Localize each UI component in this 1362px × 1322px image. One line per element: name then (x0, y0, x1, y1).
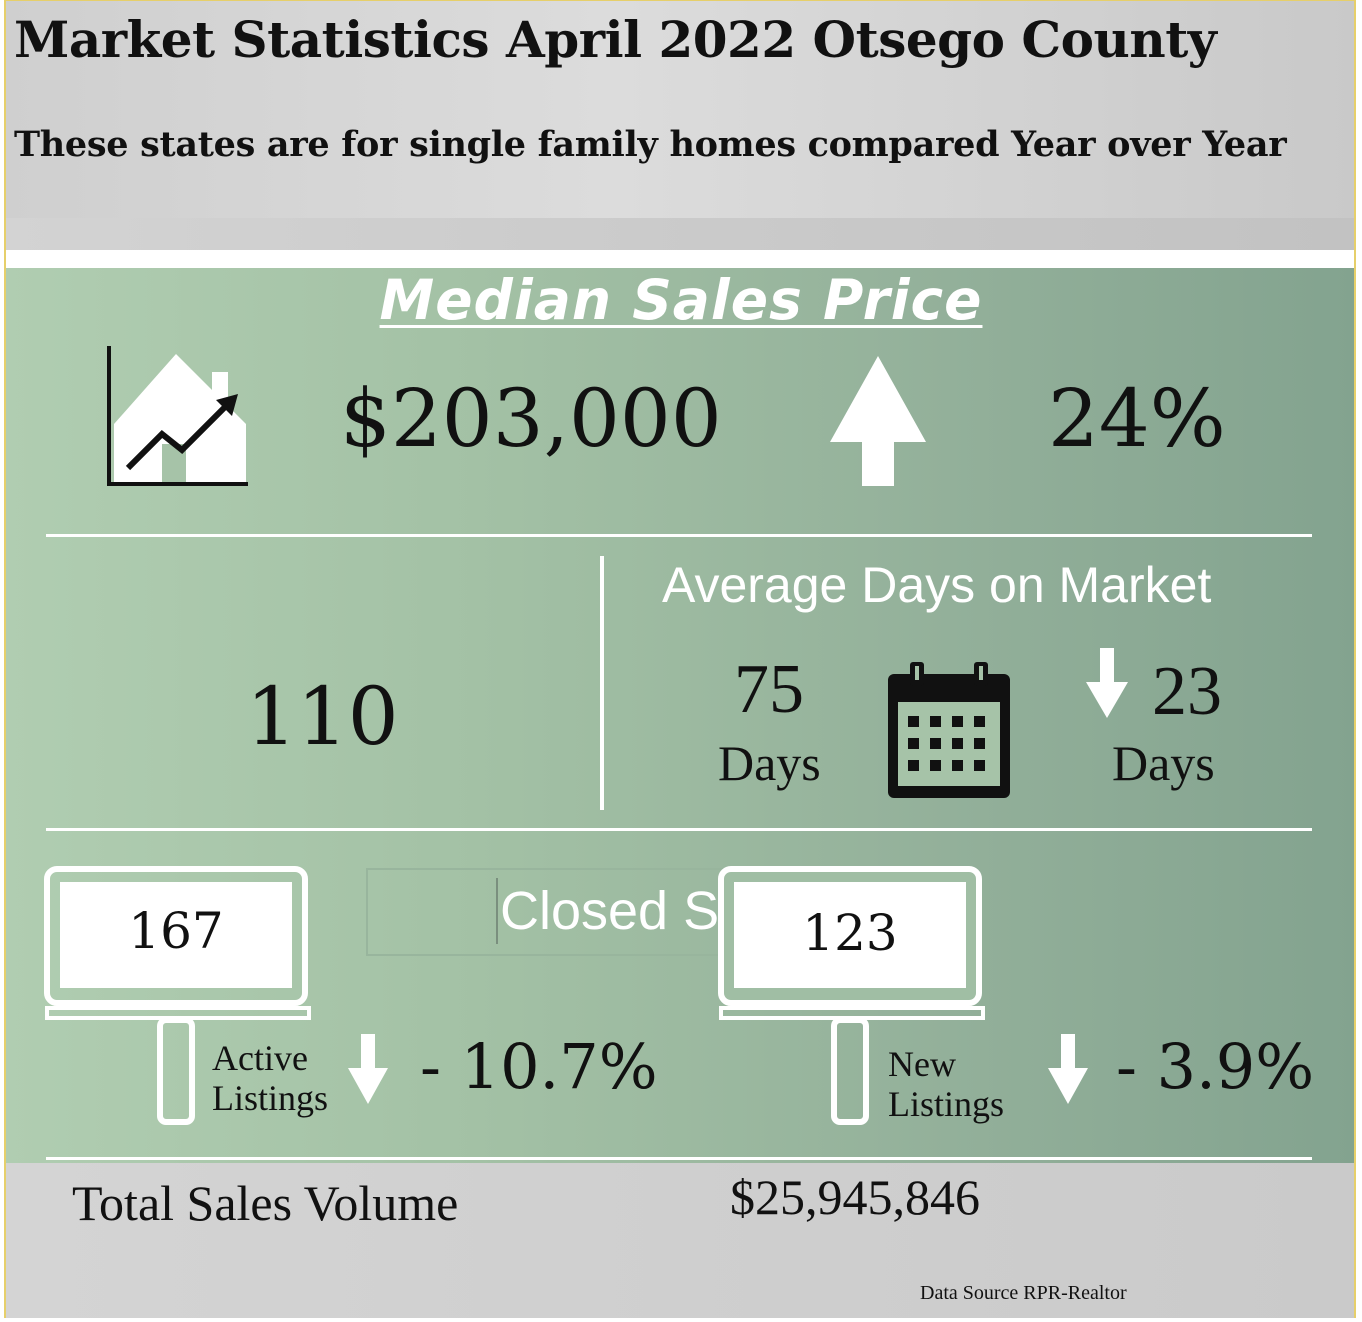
arrow-down-icon (1086, 648, 1128, 718)
house-growth-chart-icon (107, 346, 248, 486)
new-listings-label-line1: New (888, 1044, 956, 1084)
page-frame (4, 0, 1356, 1318)
days-change-value: 23 (1152, 653, 1222, 730)
closed-sales-label: Closed Sal (500, 881, 736, 941)
closed-sales-value: 110 (246, 670, 399, 763)
sign-post-icon (44, 866, 311, 1125)
days-change-unit: Days (1112, 735, 1215, 791)
new-listings-change: - 3.9% (1116, 1030, 1315, 1103)
new-listings-label: New Listings (888, 1044, 1004, 1124)
days-on-market-title: Average Days on Market (662, 557, 1212, 613)
median-section-title: Median Sales Price (379, 268, 983, 332)
data-source: Data Source RPR-Realtor (920, 1282, 1127, 1304)
active-listings-value: 167 (128, 902, 224, 960)
median-price: $203,000 (340, 372, 722, 465)
footer-panel (6, 1163, 1354, 1318)
divider-3 (46, 1157, 1312, 1160)
header-panel (6, 0, 1354, 250)
total-sales-volume-value: $25,945,846 (730, 1169, 980, 1225)
header-bar (6, 218, 1354, 250)
page-title: Market Statistics April 2022 Otsego Coun… (14, 10, 1217, 69)
active-listings-label-line1: Active (212, 1038, 308, 1078)
median-section-title-wrap: Median Sales Price (0, 268, 1362, 332)
calendar-icon (888, 662, 1010, 798)
days-on-market-value: 75 (734, 651, 804, 728)
page-subtitle: These states are for single family homes… (14, 124, 1287, 165)
arrow-up-icon (830, 356, 926, 486)
vertical-divider (600, 556, 604, 810)
median-change: 24% (1048, 372, 1226, 465)
active-listings-label-line2: Listings (212, 1078, 329, 1118)
active-listings-label: Active Listings (212, 1038, 328, 1118)
divider-1 (46, 534, 1312, 537)
divider-2 (46, 828, 1312, 831)
arrow-down-icon (348, 1034, 388, 1104)
total-sales-volume-label: Total Sales Volume (72, 1175, 459, 1231)
arrow-down-icon (1048, 1034, 1088, 1104)
active-listings-change: - 10.7% (420, 1030, 658, 1103)
days-on-market-unit: Days (718, 735, 821, 791)
new-listings-value: 123 (802, 904, 898, 962)
text-cursor (496, 878, 498, 944)
sign-post-icon (718, 866, 985, 1125)
new-listings-label-line2: Listings (888, 1084, 1005, 1124)
